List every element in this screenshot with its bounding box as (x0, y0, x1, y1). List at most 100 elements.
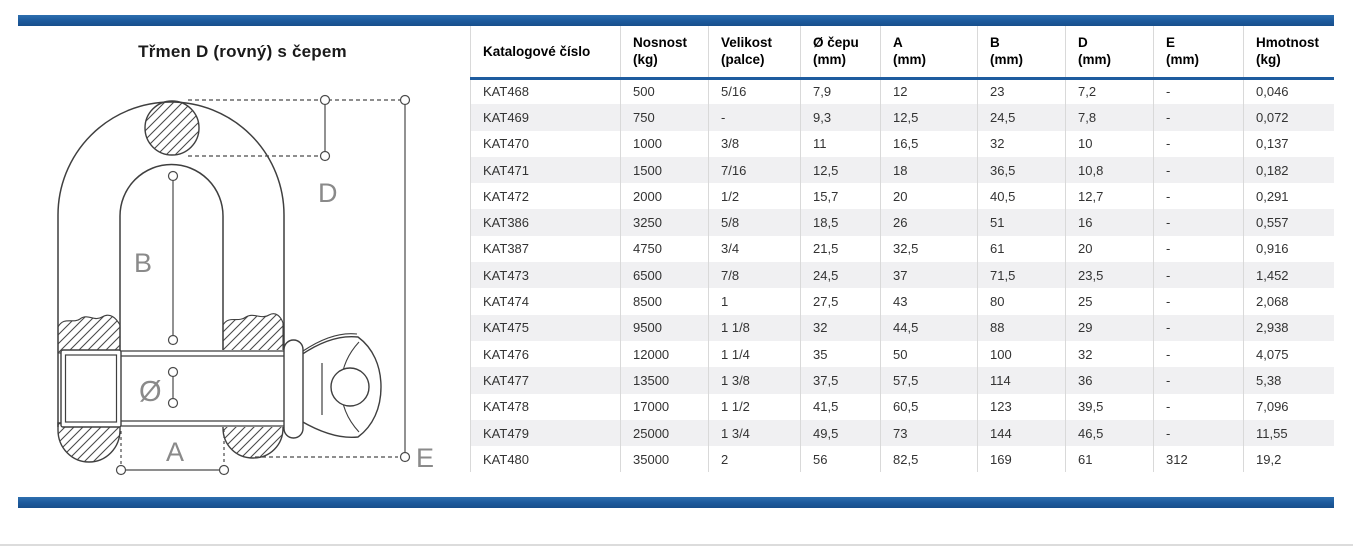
cell-b: 51 (977, 209, 1066, 236)
cell-b: 88 (977, 314, 1066, 341)
right-leg-tip (222, 422, 284, 459)
cell-nosnost: 2000 (620, 183, 709, 210)
column-header-nosnost: Nosnost (kg) (620, 26, 709, 80)
cell-b: 123 (977, 393, 1066, 420)
cell-b: 24,5 (977, 104, 1066, 131)
cell-e: - (1153, 130, 1244, 157)
cell-a: 20 (880, 183, 978, 210)
cell-nosnost: 750 (620, 104, 709, 131)
table-row: KAT387 4750 3/4 21,5 32,5 61 20-0,916 (470, 235, 1334, 263)
cell-e: - (1153, 104, 1244, 131)
left-leg-tip (57, 422, 121, 463)
cell-a: 18 (880, 156, 978, 184)
table-row: KAT480 35000 2 56 82,5 169 61 312 19,2 (470, 446, 1334, 473)
cell-b: 36,5 (977, 156, 1066, 184)
cell-b: 23 (977, 78, 1066, 105)
cell-e: - (1153, 314, 1244, 341)
pin-eye-inner-top (302, 333, 358, 352)
cell-hmotnost: 2,068 (1243, 288, 1334, 315)
cell-kat: KAT471 (470, 156, 621, 184)
left-leg-hatch (57, 314, 121, 354)
cell-a: 12,5 (880, 104, 978, 131)
table-row: KAT478 17000 1 1/2 41,5 60,5 123 39,5-7,096 (470, 393, 1334, 420)
cell-b: 71,5 (977, 262, 1066, 289)
cell-d: 32 (1065, 340, 1154, 368)
cell-d: 36 (1065, 367, 1154, 394)
column-header-b: B (mm) (977, 26, 1066, 80)
cell-a: 44,5 (880, 314, 978, 341)
cell-velikost: 2 (708, 446, 801, 473)
column-header-kat: Katalogové číslo (470, 26, 621, 80)
cell-e: - (1153, 183, 1244, 210)
table-row: KAT476 12000 1 1/4 35 50 100 32-4,075 (470, 340, 1334, 368)
dimension-e (255, 94, 411, 463)
cell-nosnost: 1500 (620, 156, 709, 184)
cell-velikost: 5/8 (708, 209, 801, 236)
cell-e: - (1153, 262, 1244, 289)
table-row: KAT469 750-9,3 12,5 24,5 7,8-0,072 (470, 104, 1334, 131)
cell-hmotnost: 0,072 (1243, 104, 1334, 131)
page-title: Třmen D (rovný) s čepem (138, 42, 347, 61)
column-header-e: E (mm) (1153, 26, 1244, 80)
cell-d: 23,5 (1065, 262, 1154, 289)
cell-cepu: 24,5 (800, 262, 881, 289)
cell-a: 73 (880, 419, 978, 447)
cell-d: 39,5 (1065, 393, 1154, 420)
cell-a: 12 (880, 78, 978, 105)
cell-velikost: 3/8 (708, 130, 801, 157)
cell-a: 82,5 (880, 446, 978, 473)
pin-lines (121, 350, 285, 427)
cell-velikost: 3/4 (708, 235, 801, 263)
cell-d: 12,7 (1065, 183, 1154, 210)
cell-velikost: - (708, 104, 801, 131)
cell-nosnost: 13500 (620, 367, 709, 394)
cell-kat: KAT476 (470, 340, 621, 368)
cell-b: 32 (977, 130, 1066, 157)
cell-cepu: 11 (800, 130, 881, 157)
cell-velikost: 1/2 (708, 183, 801, 210)
dim-label-b: B (134, 248, 152, 278)
spec-table-head: Katalogové číslo Nosnost (kg) Velikost (palc… (470, 26, 1334, 80)
table-row: KAT473 6500 7/8 24,5 37 71,5 23,5-1,452 (470, 262, 1334, 289)
cell-e: - (1153, 209, 1244, 236)
dimension-d (188, 94, 405, 162)
table-row: KAT386 3250 5/8 18,5 26 51 16-0,557 (470, 209, 1334, 236)
cell-b: 100 (977, 340, 1066, 368)
cell-e: 312 (1153, 446, 1244, 473)
table-row: KAT471 1500 7/16 12,5 18 36,5 10,8-0,182 (470, 156, 1334, 184)
cell-b: 169 (977, 446, 1066, 473)
cell-cepu: 49,5 (800, 419, 881, 447)
cell-velikost: 1 3/8 (708, 367, 801, 394)
cell-a: 43 (880, 288, 978, 315)
cell-velikost: 1 1/2 (708, 393, 801, 420)
cell-cepu: 41,5 (800, 393, 881, 420)
dim-label-e: E (416, 443, 434, 473)
spec-table: Katalogové číslo Nosnost (kg) Velikost (palc… (470, 26, 1334, 473)
pin-collar (283, 339, 304, 439)
dimension-dia (167, 366, 179, 409)
cell-kat: KAT478 (470, 393, 621, 420)
cell-kat: KAT479 (470, 419, 621, 447)
cell-a: 37 (880, 262, 978, 289)
bottom-accent-bar (18, 497, 1334, 508)
table-row: KAT468 500 5/16 7,9 12 23 7,2-0,046 (470, 78, 1334, 105)
cell-kat: KAT472 (470, 183, 621, 210)
cell-a: 32,5 (880, 235, 978, 263)
right-leg-hatch (222, 313, 284, 354)
cell-kat: KAT469 (470, 104, 621, 131)
table-row: KAT477 13500 1 3/8 37,5 57,5 114 36-5,38 (470, 367, 1334, 394)
cell-e: - (1153, 78, 1244, 105)
dimension-a (115, 429, 230, 476)
table-row: KAT474 8500 1 27,5 43 80 25-2,068 (470, 288, 1334, 315)
dimension-b (167, 170, 179, 346)
cell-a: 26 (880, 209, 978, 236)
cell-b: 40,5 (977, 183, 1066, 210)
cell-hmotnost: 0,182 (1243, 156, 1334, 184)
column-header-a: A (mm) (880, 26, 978, 80)
pin-eye-hole (330, 367, 370, 407)
cell-hmotnost: 7,096 (1243, 393, 1334, 420)
cell-b: 80 (977, 288, 1066, 315)
cell-hmotnost: 0,137 (1243, 130, 1334, 157)
cell-d: 46,5 (1065, 419, 1154, 447)
